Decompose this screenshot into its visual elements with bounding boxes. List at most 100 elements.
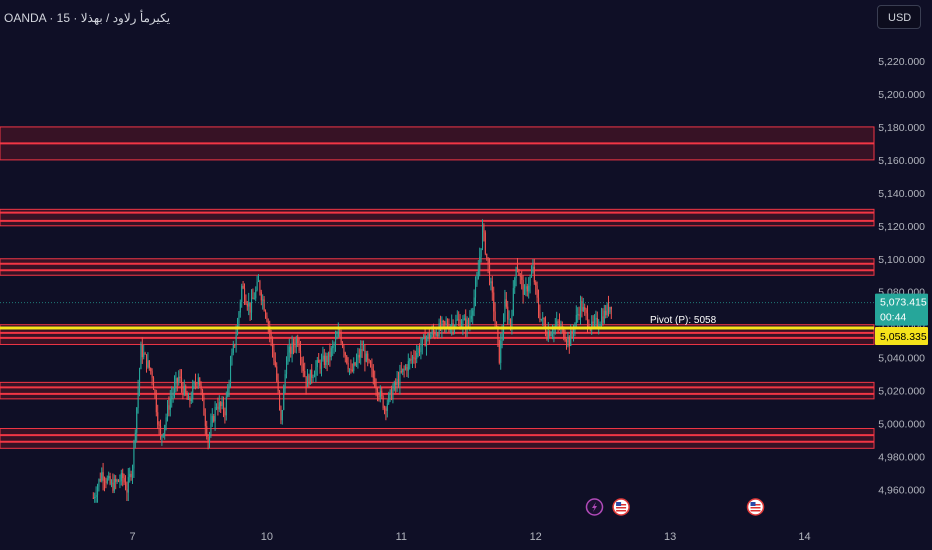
candle-body <box>207 436 209 443</box>
price-axis[interactable]: 4,960.000 4,980.000 5,000.000 5,020.000 5,04… <box>878 56 925 497</box>
candle-body <box>379 390 381 398</box>
candle-body <box>497 328 499 340</box>
candle-body <box>259 281 261 293</box>
candle-body <box>393 382 395 390</box>
candle-body <box>483 225 485 233</box>
candle-body <box>351 369 353 372</box>
y-tick-label: 5,000.000 <box>878 419 925 431</box>
candle-body <box>136 407 138 433</box>
candle-body <box>287 352 289 365</box>
candle-body <box>104 480 106 482</box>
candle-body <box>167 405 169 418</box>
candle-body <box>423 335 425 339</box>
candle-body <box>592 321 594 324</box>
candle-body <box>372 369 374 378</box>
candle-body <box>354 362 356 366</box>
candle-body <box>438 322 440 337</box>
candle-body <box>227 387 229 397</box>
candle-body <box>228 383 230 388</box>
candle-body <box>512 288 514 316</box>
candle-body <box>605 310 607 316</box>
candle-body <box>230 364 232 384</box>
candle-body <box>399 371 401 385</box>
candle-body <box>220 402 222 406</box>
candle-body <box>235 334 237 345</box>
candle-body <box>552 332 554 334</box>
candle-body <box>175 378 177 385</box>
time-axis[interactable]: 7 10 11 12 13 14 <box>129 531 810 543</box>
candle-body <box>451 323 453 327</box>
candle-body <box>606 304 608 316</box>
x-tick-label: 14 <box>798 531 810 543</box>
candle-body <box>371 366 373 370</box>
candle-body <box>466 320 468 330</box>
candle-body <box>209 434 211 443</box>
candle-body <box>360 349 362 358</box>
candle-body <box>365 353 367 362</box>
candle-body <box>427 333 429 339</box>
candle-body <box>435 334 437 336</box>
candle-body <box>157 412 159 425</box>
candle-body <box>581 300 583 312</box>
currency-button[interactable]: USD <box>877 5 921 29</box>
candle-body <box>106 478 108 483</box>
candle-body <box>274 360 276 367</box>
candle-body <box>297 339 299 344</box>
candle-body <box>521 276 523 280</box>
candle-body <box>113 479 115 491</box>
candle-body <box>522 279 524 295</box>
candle-body <box>123 478 125 483</box>
candle-body <box>193 382 195 386</box>
candle-body <box>276 366 278 381</box>
candle-body <box>321 359 323 369</box>
candle-body <box>501 333 503 341</box>
candle-body <box>568 336 570 347</box>
candle-body <box>409 359 411 362</box>
candle-body <box>183 386 185 395</box>
candle-body <box>385 408 387 411</box>
us-flag-icon[interactable] <box>746 498 765 516</box>
candle-body <box>118 480 120 482</box>
candle-body <box>241 285 243 302</box>
candle-body <box>290 346 292 354</box>
y-tick-label: 5,020.000 <box>878 386 925 398</box>
candle-body <box>350 368 352 370</box>
candle-body <box>98 479 100 487</box>
candle-body <box>108 476 110 479</box>
candle-body <box>248 302 250 307</box>
candle-body <box>508 319 510 321</box>
candle-body <box>391 389 393 400</box>
candle-body <box>543 317 545 325</box>
candle-body <box>486 253 488 258</box>
lightning-icon[interactable] <box>585 498 604 516</box>
candle-body <box>245 300 247 305</box>
candle-body <box>343 346 345 353</box>
candle-body <box>293 342 295 347</box>
candle-body <box>412 356 414 360</box>
candle-body <box>95 495 97 497</box>
candle-body <box>161 436 163 438</box>
candle-body <box>386 403 388 411</box>
candle-body <box>347 362 349 370</box>
candle-body <box>538 297 540 314</box>
candle-body <box>172 392 174 396</box>
us-flag-icon[interactable] <box>612 498 630 516</box>
candle-body <box>137 388 139 408</box>
candle-body <box>101 472 103 481</box>
candle-body <box>168 405 170 410</box>
candle-body <box>456 319 458 321</box>
candle-body <box>346 355 348 363</box>
candle-body <box>150 368 152 372</box>
resistance-support-zone <box>0 381 875 400</box>
last-price-value: 5,073.415 <box>880 297 927 309</box>
candle-body <box>151 371 153 378</box>
pivot-layer: Pivot (P): 5058 <box>0 302 874 330</box>
candle-body <box>144 353 146 355</box>
candle-body <box>109 476 111 484</box>
candle-body <box>424 335 426 347</box>
candle-body <box>542 317 544 319</box>
candle-body <box>573 331 575 333</box>
candle-body <box>402 368 404 372</box>
candle-body <box>182 385 184 395</box>
